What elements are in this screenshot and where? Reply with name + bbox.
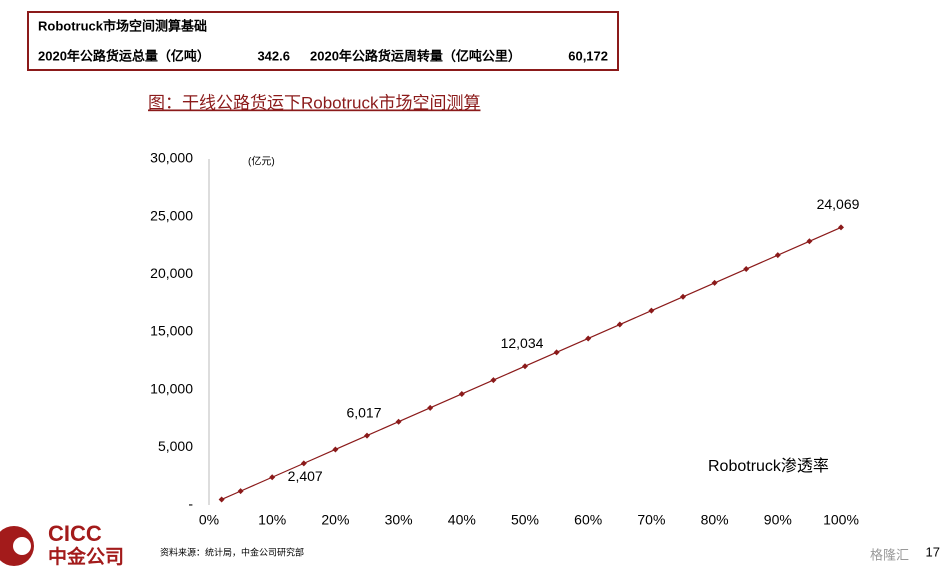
table-cell: 342.6 (257, 48, 290, 63)
logo-company: 中金公司 (48, 545, 124, 568)
series-label: Robotruck渗透率 (708, 457, 829, 475)
table-cell: 2020年公路货运周转量（亿吨公里） (310, 48, 521, 63)
point (806, 238, 813, 245)
table-cell: 2020年公路货运总量（亿吨） (38, 48, 210, 63)
x-tick-label: 90% (764, 512, 792, 528)
point (395, 418, 402, 425)
point (332, 446, 339, 453)
point (616, 321, 623, 328)
y-tick-label: 30,000 (150, 150, 193, 166)
x-tick-label: 100% (823, 512, 859, 528)
point (680, 293, 686, 300)
point (237, 488, 244, 495)
y-tick-label: 10,000 (150, 380, 193, 396)
x-tick-label: 20% (321, 512, 349, 528)
point (269, 474, 276, 481)
data-label: 24,069 (817, 196, 860, 212)
point (490, 377, 497, 384)
x-tick-label: 0% (199, 512, 219, 528)
x-tick-label: 70% (637, 512, 665, 528)
point (522, 363, 528, 370)
table-cell: 60,172 (568, 48, 608, 63)
point (774, 252, 781, 259)
point (364, 432, 370, 439)
point (458, 390, 465, 397)
unit-label: (亿元) (248, 155, 275, 168)
page-number: 17 (926, 544, 940, 559)
data-label: 6,017 (346, 404, 381, 420)
logo-icon (13, 537, 31, 555)
data-label: 12,034 (501, 335, 544, 351)
point (585, 335, 592, 342)
x-tick-label: 50% (511, 512, 539, 528)
y-tick-label: 15,000 (150, 323, 193, 339)
x-tick-label: 40% (448, 512, 476, 528)
x-tick-label: 60% (574, 512, 602, 528)
y-tick-label: 25,000 (150, 207, 193, 223)
point (838, 224, 844, 231)
point (711, 279, 718, 286)
y-tick-label: 20,000 (150, 265, 193, 281)
x-tick-label: 10% (258, 512, 286, 528)
logo-text: CICC (48, 521, 102, 546)
watermark: 格隆汇 (870, 547, 909, 562)
source: 资料来源：统计局，中金公司研究部 (160, 546, 304, 557)
point (553, 349, 560, 356)
x-tick-label: 80% (701, 512, 729, 528)
table-border (27, 11, 619, 71)
point (743, 266, 750, 273)
x-tick-label: 30% (385, 512, 413, 528)
y-tick-label: - (188, 496, 193, 512)
point (300, 460, 307, 467)
chart-title: 图：干线公路货运下Robotruck市场空间测算 (148, 93, 480, 112)
point (648, 307, 655, 314)
table-title: Robotruck市场空间测算基础 (38, 18, 207, 33)
data-label: 2,407 (288, 468, 323, 484)
point (427, 404, 434, 411)
y-tick-label: 5,000 (158, 438, 193, 454)
point (218, 496, 225, 503)
